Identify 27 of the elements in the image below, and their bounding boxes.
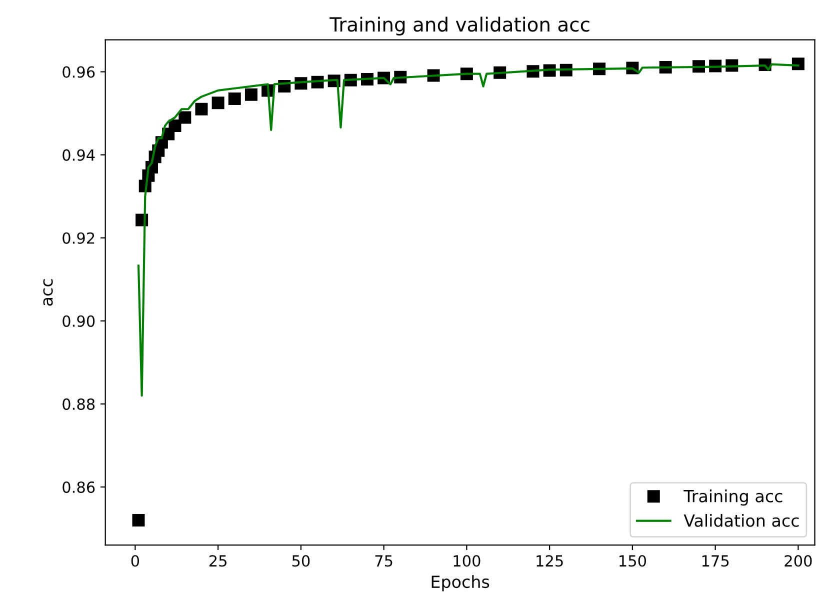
chart-title: Training and validation acc [330,16,590,36]
x-tick-label: 0 [131,555,140,567]
point [132,514,145,526]
y-tick-label: 0.88 [62,398,95,410]
x-tick-label: 75 [375,555,392,567]
legend-label: Validation acc [684,514,799,527]
point [195,102,208,116]
y-tick-label: 0.86 [62,481,95,494]
point [178,111,192,124]
point [244,88,258,101]
x-tick-label: 25 [209,555,226,567]
point [168,119,182,132]
x-tick-label: 100 [454,555,480,567]
x-tick-label: 50 [292,555,310,567]
legend-label: Training acc [684,490,782,506]
x-tick-label: 200 [784,555,812,567]
x-tick-label: 150 [620,555,646,567]
y-tick-label: 0.90 [62,315,95,327]
x-tick-label: 125 [536,555,563,567]
y-axis-title: acc [43,279,53,306]
x-axis-title: Epochs [432,575,490,592]
point [212,96,224,110]
point [228,92,241,106]
x-tick-label: 175 [702,555,729,567]
y-tick-label: 0.96 [62,66,95,78]
y-tick-label: 0.94 [62,149,95,161]
y-tick-label: 0.92 [62,232,94,244]
